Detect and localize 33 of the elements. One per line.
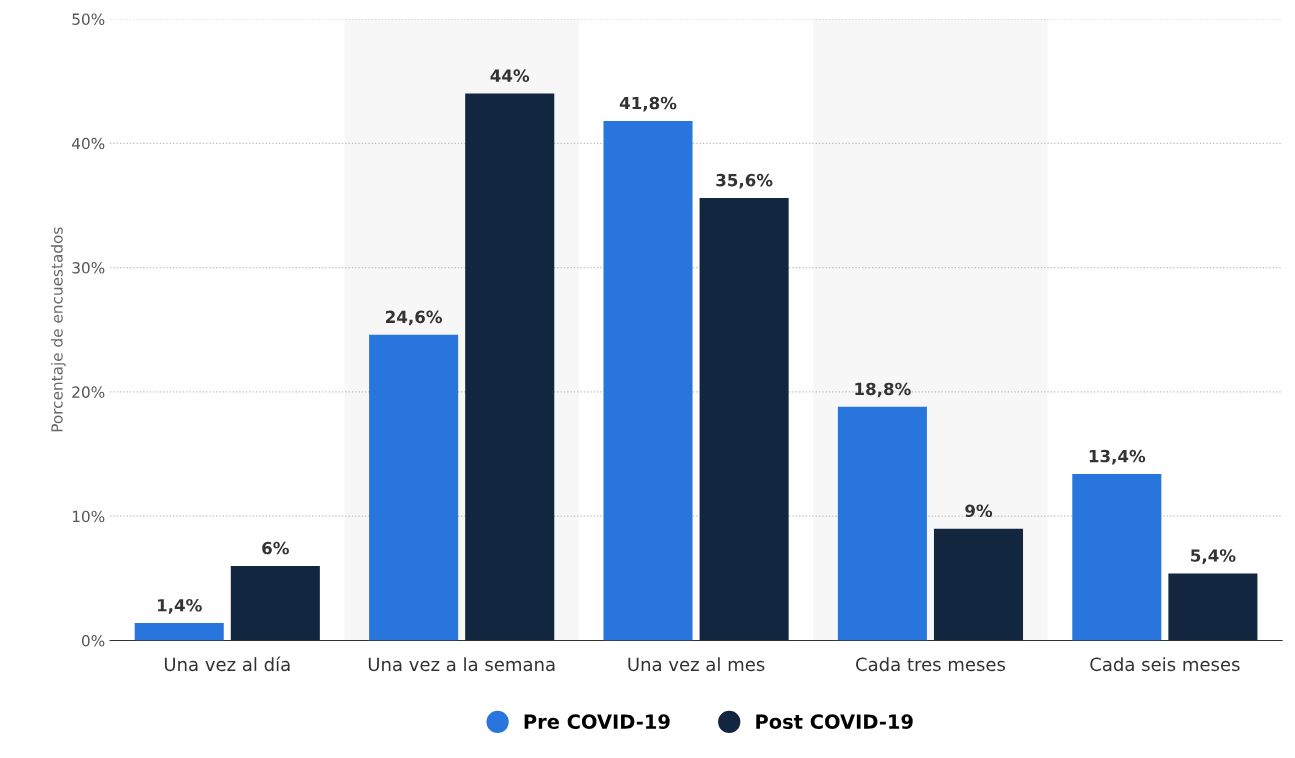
- x-tick-label: Una vez al mes: [628, 657, 765, 672]
- data-label: 24,6%: [386, 310, 442, 326]
- bar: [603, 120, 693, 641]
- bar: [933, 528, 1024, 641]
- y-tick-label: 0%: [81, 634, 105, 647]
- data-label: 9%: [965, 504, 993, 518]
- data-label: 44%: [490, 69, 530, 82]
- data-label: 35,6%: [716, 173, 773, 189]
- x-tick-label: Cada tres meses: [856, 657, 1006, 672]
- y-tick-label: 40%: [72, 137, 105, 150]
- bar: [699, 197, 789, 641]
- data-label: 18,8%: [855, 382, 911, 398]
- data-label: 1,4%: [157, 598, 202, 614]
- legend-label: Post COVID-19: [756, 714, 913, 729]
- data-label: 5,4%: [1191, 549, 1236, 564]
- data-label: 13,4%: [1089, 449, 1146, 465]
- y-tick-label: 30%: [72, 262, 105, 274]
- x-tick-label: Una vez al día: [164, 656, 290, 672]
- data-label: 41,8%: [619, 96, 677, 112]
- bar: [1072, 473, 1162, 641]
- legend-label: Pre COVID-19: [524, 714, 670, 729]
- bar: [1168, 573, 1258, 641]
- y-tick-label: 10%: [72, 510, 105, 523]
- y-tick-label: 50%: [72, 13, 105, 25]
- x-tick-label: Cada seis meses: [1090, 657, 1240, 672]
- bar: [134, 623, 224, 641]
- y-axis-title: Porcentaje de encuestados: [50, 227, 66, 432]
- bar: [369, 334, 459, 641]
- x-tick-label: Una vez a la semana: [368, 657, 555, 672]
- y-tick-label: 20%: [72, 386, 105, 398]
- bar: [230, 565, 320, 641]
- data-label: 6%: [262, 541, 289, 555]
- bar: [837, 406, 927, 641]
